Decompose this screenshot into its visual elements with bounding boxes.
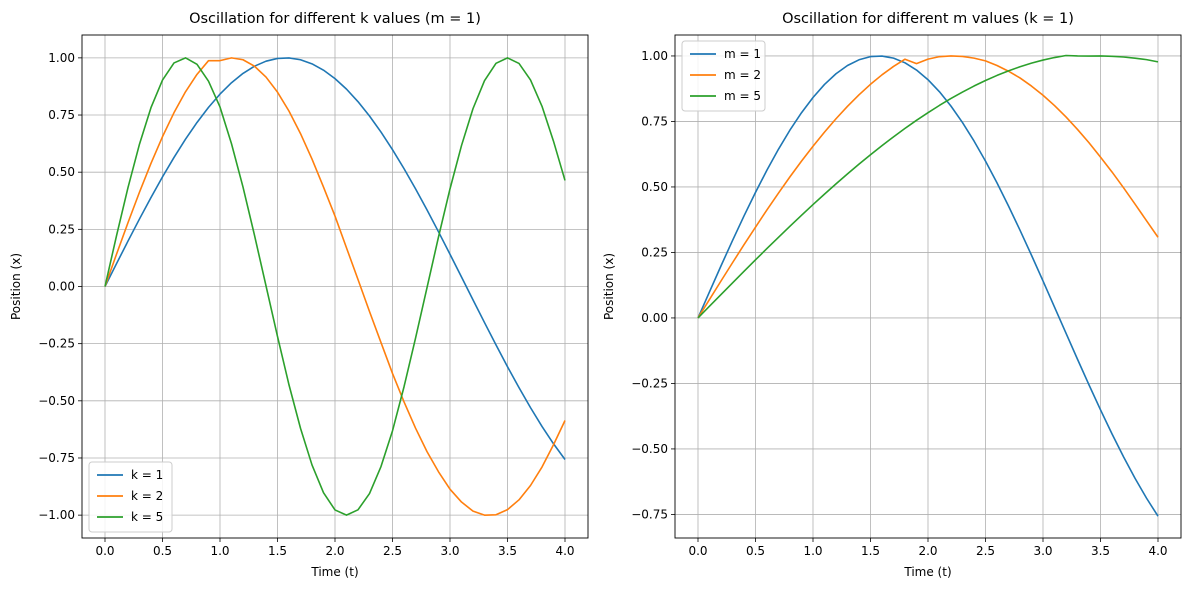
y-axis-label: Position (x) [602,253,616,320]
y-tick-label: −0.75 [631,507,668,521]
legend-label: m = 5 [724,89,761,103]
y-axis-label: Position (x) [9,253,23,320]
chart-title: Oscillation for different k values (m = … [189,11,481,27]
x-tick-label: 2.5 [383,544,402,558]
y-tick-label: 0.00 [641,311,668,325]
series-line-3 [104,57,566,516]
y-tick-label: 0.25 [48,222,75,236]
legend-label: k = 1 [131,468,163,482]
x-tick-label: 4.0 [1148,544,1167,558]
y-tick-label: −0.25 [631,376,668,390]
y-tick-label: 0.50 [48,165,75,179]
x-tick-label: 0.5 [746,544,765,558]
y-tick-label: −0.75 [38,451,75,465]
series-line-2 [697,55,1159,319]
y-tick-label: 0.50 [641,180,668,194]
x-axis-label: Time (t) [310,565,358,579]
x-tick-label: 3.0 [440,544,459,558]
y-tick-label: −1.00 [38,508,75,522]
y-tick-label: −0.25 [38,337,75,351]
x-tick-label: 1.0 [803,544,822,558]
x-tick-label: 3.5 [498,544,517,558]
legend-box [681,40,766,112]
x-tick-label: 0.0 [688,544,707,558]
y-tick-label: −0.50 [38,394,75,408]
series-line-1 [697,55,1159,517]
x-tick-label: 0.0 [95,544,114,558]
x-tick-label: 1.5 [268,544,287,558]
chart-k-values: 0.0 0.5 1.0 1.5 2.0 2.5 3.0 3.5 4.0 −1.00 −0.75 −0.… [9,11,589,579]
series-line-2 [104,57,566,516]
legend-label: m = 1 [724,47,761,61]
y-tick-label: −0.50 [631,442,668,456]
chart-title: Oscillation for different m values (k = … [782,11,1074,27]
y-tick-label: 0.00 [48,280,75,294]
x-tick-label: 3.0 [1033,544,1052,558]
x-tick-label: 2.0 [325,544,344,558]
series-line-3 [697,54,1159,319]
y-tick-label: 1.00 [48,51,75,65]
x-tick-label: 3.5 [1091,544,1110,558]
series-line-1 [104,57,566,461]
legend-box [88,461,173,533]
y-tick-label: 0.75 [48,108,75,122]
legend: m = 1 m = 2 m = 5 [681,40,766,112]
x-axis-label: Time (t) [903,565,951,579]
y-tick-label: 0.25 [641,245,668,259]
x-tick-label: 4.0 [555,544,574,558]
legend-label: k = 5 [131,510,163,524]
x-tick-label: 2.5 [976,544,995,558]
x-tick-label: 2.0 [918,544,937,558]
x-tick-label: 1.5 [861,544,880,558]
y-tick-label: 1.00 [641,49,668,63]
y-tick-label: 0.75 [641,114,668,128]
legend-label: k = 2 [131,489,163,503]
x-tick-label: 1.0 [210,544,229,558]
legend-label: m = 2 [724,68,761,82]
chart-m-values: 0.0 0.5 1.0 1.5 2.0 2.5 3.0 3.5 4.0 −0.75 −0.50 −0.… [602,11,1182,579]
legend: k = 1 k = 2 k = 5 [88,461,173,533]
x-tick-label: 0.5 [153,544,172,558]
